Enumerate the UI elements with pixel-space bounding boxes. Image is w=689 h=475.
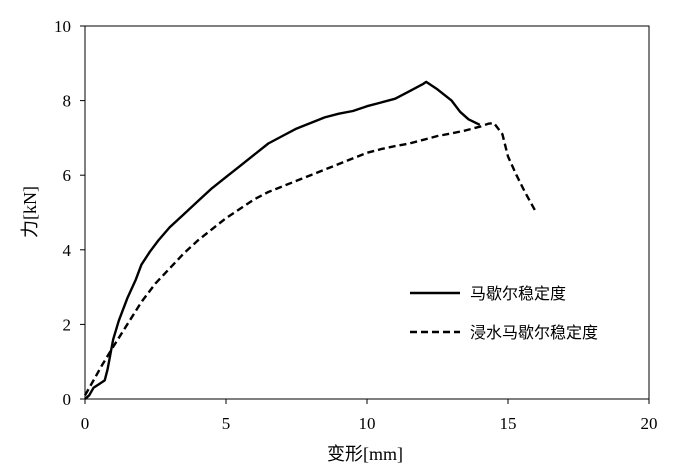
- series-line-1: [84, 80, 481, 400]
- x-tick-label: 15: [500, 414, 517, 433]
- series-line-2: [83, 121, 538, 396]
- legend-label-series-1: 马歇尔稳定度: [470, 284, 566, 303]
- legend-label-series-2: 浸水马歇尔稳定度: [470, 323, 598, 342]
- y-tick-label: 10: [54, 17, 71, 36]
- y-tick-label: 8: [63, 92, 72, 111]
- x-axis-title: 变形[mm]: [327, 444, 403, 464]
- x-tick-label: 20: [641, 414, 658, 433]
- x-axis: 0 5 10 15 20: [81, 399, 658, 433]
- x-tick-label: 5: [222, 414, 231, 433]
- y-tick-label: 6: [63, 166, 72, 185]
- plot-frame: [84, 25, 650, 400]
- y-axis: 0 2 4 6 8 10: [54, 17, 85, 409]
- y-tick-label: 0: [63, 390, 72, 409]
- x-tick-label: 0: [81, 414, 90, 433]
- series-layer: [83, 80, 538, 400]
- y-tick-label: 2: [63, 315, 72, 334]
- y-tick-label: 4: [63, 241, 72, 260]
- plot-area: [84, 25, 650, 400]
- x-tick-label: 10: [359, 414, 376, 433]
- legend: 马歇尔稳定度 浸水马歇尔稳定度: [410, 284, 598, 342]
- y-axis-title: 力[kN]: [20, 186, 40, 238]
